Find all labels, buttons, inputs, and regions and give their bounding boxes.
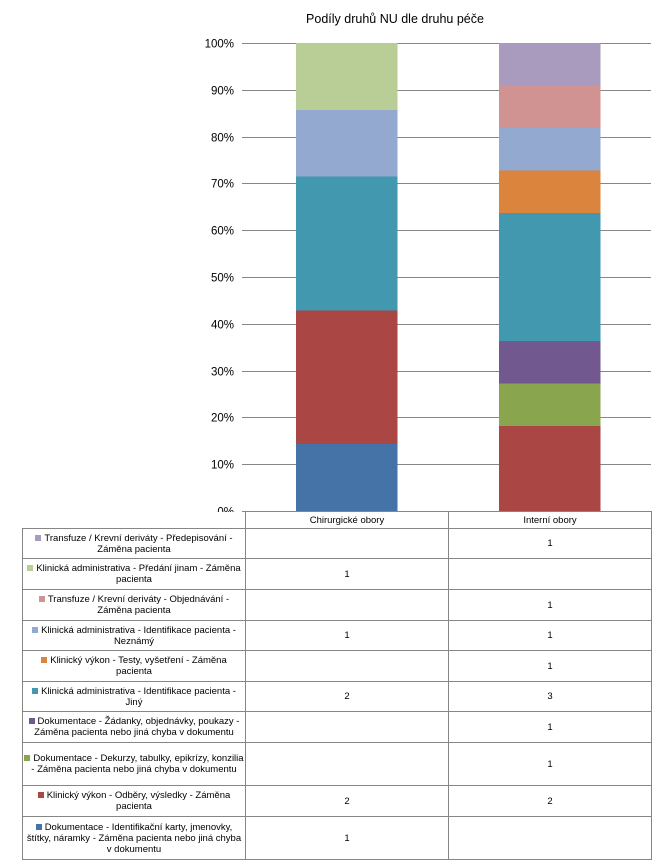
value-cell-chirurgicke-obory bbox=[245, 589, 449, 621]
legend-marker bbox=[32, 626, 39, 633]
data-table-row: Klinická administrativa - Identifikace p… bbox=[22, 681, 652, 712]
bar-segment-interni-obory-series-2 bbox=[498, 425, 601, 511]
legend-cell: Klinický výkon - Odběry, výsledky - Zámě… bbox=[22, 785, 246, 817]
data-table-row: Dokumentace - Dekurzy, tabulky, epikrízy… bbox=[22, 742, 652, 786]
value-cell-interni-obory: 1 bbox=[448, 589, 652, 621]
legend-cell: Klinická administrativa - Identifikace p… bbox=[22, 681, 246, 712]
y-tick-label: 70% bbox=[211, 179, 234, 191]
legend-marker bbox=[28, 718, 35, 725]
bar-segment-chirurgicke-obory-series-5 bbox=[295, 176, 398, 311]
value-cell-chirurgicke-obory: 1 bbox=[245, 816, 449, 860]
value-cell-interni-obory: 3 bbox=[448, 681, 652, 712]
y-tick-label: 100% bbox=[205, 39, 234, 51]
legend-marker bbox=[32, 687, 39, 694]
data-table: Chirurgické obory Interní obory Transfuz… bbox=[22, 511, 652, 860]
series-name: Klinická administrativa - Předání jinam … bbox=[36, 563, 241, 585]
y-axis: 0% 10% 20% 30% 40% 50% 60% 70% 80% 90% 100% bbox=[205, 39, 234, 513]
series-name: Klinická administrativa - Identifikace p… bbox=[41, 624, 236, 647]
value-cell-interni-obory bbox=[448, 558, 652, 590]
y-tick-label: 90% bbox=[211, 86, 234, 98]
legend-cell: Klinická administrativa - Identifikace p… bbox=[22, 620, 246, 651]
category-header-row: Chirurgické obory Interní obory bbox=[22, 511, 652, 529]
bar-segment-interni-obory-series-10 bbox=[498, 43, 601, 86]
data-table-row: Transfuze / Krevní deriváty - Objednáván… bbox=[22, 589, 652, 621]
data-table-row: Dokumentace - Žádanky, objednávky, pouka… bbox=[22, 711, 652, 743]
value-cell-chirurgicke-obory bbox=[245, 742, 449, 786]
series-name: Transfuze / Krevní deriváty - Objednáván… bbox=[47, 594, 230, 616]
bar-segment-chirurgicke-obory-series-1 bbox=[295, 444, 398, 511]
y-tick-label: 60% bbox=[211, 226, 234, 238]
chart-title: Podíly druhů NU dle druhu péče bbox=[306, 12, 484, 26]
bar-segment-chirurgicke-obory-series-7 bbox=[295, 109, 398, 177]
value-cell-interni-obory bbox=[448, 816, 652, 860]
legend-cell: Klinický výkon - Testy, vyšetření - Zámě… bbox=[22, 650, 246, 682]
data-table-row: Klinický výkon - Testy, vyšetření - Zámě… bbox=[22, 650, 652, 682]
legend-cell: Transfuze / Krevní deriváty - Předepisov… bbox=[22, 528, 246, 559]
series-name: Dokumentace - Identifikační karty, jmeno… bbox=[26, 821, 242, 855]
legend-cell: Dokumentace - Dekurzy, tabulky, epikrízy… bbox=[22, 742, 246, 786]
y-tick-label: 0% bbox=[217, 507, 234, 513]
legend-cell: Dokumentace - Identifikační karty, jmeno… bbox=[22, 816, 246, 860]
legend-marker bbox=[24, 755, 31, 762]
series-name: Dokumentace - Dekurzy, tabulky, epikrízy… bbox=[31, 753, 244, 775]
chart: Podíly druhů NU dle druhu péče 0% 10% 20% 3… bbox=[205, 12, 651, 513]
table-corner bbox=[22, 511, 246, 529]
value-cell-interni-obory: 1 bbox=[448, 650, 652, 682]
y-tick-label: 80% bbox=[211, 133, 234, 145]
value-cell-chirurgicke-obory bbox=[245, 528, 449, 559]
y-tick-label: 50% bbox=[211, 273, 234, 285]
value-cell-chirurgicke-obory: 2 bbox=[245, 785, 449, 817]
bar-segment-chirurgicke-obory-series-9 bbox=[295, 43, 398, 110]
value-cell-chirurgicke-obory: 1 bbox=[245, 558, 449, 590]
value-cell-interni-obory: 1 bbox=[448, 742, 652, 786]
legend-marker bbox=[38, 596, 45, 603]
value-cell-interni-obory: 1 bbox=[448, 528, 652, 559]
series-name: Klinický výkon - Odběry, výsledky - Zámě… bbox=[46, 790, 231, 812]
series-name: Klinický výkon - Testy, vyšetření - Zámě… bbox=[50, 655, 227, 677]
bar-segment-interni-obory-series-7 bbox=[498, 128, 601, 171]
legend-marker bbox=[41, 657, 48, 664]
value-cell-interni-obory: 1 bbox=[448, 620, 652, 651]
series-name: Dokumentace - Žádanky, objednávky, pouka… bbox=[34, 716, 240, 738]
legend-marker bbox=[35, 823, 42, 830]
data-table-row: Klinická administrativa - Předání jinam … bbox=[22, 558, 652, 590]
plot-area bbox=[295, 43, 601, 511]
value-cell-chirurgicke-obory bbox=[245, 711, 449, 743]
value-cell-interni-obory: 2 bbox=[448, 785, 652, 817]
bar-segment-chirurgicke-obory-series-2 bbox=[295, 310, 398, 445]
data-table-row: Dokumentace - Identifikační karty, jmeno… bbox=[22, 816, 652, 860]
series-name: Klinická administrativa - Identifikace p… bbox=[41, 685, 236, 708]
data-table-row: Klinický výkon - Odběry, výsledky - Zámě… bbox=[22, 785, 652, 817]
y-tick-label: 40% bbox=[211, 320, 234, 332]
category-label-chirurgicke-obory: Chirurgické obory bbox=[245, 511, 449, 529]
bar-segment-interni-obory-series-3 bbox=[498, 383, 601, 426]
bar-segment-interni-obory-series-5 bbox=[498, 213, 601, 341]
legend-cell: Dokumentace - Žádanky, objednávky, pouka… bbox=[22, 711, 246, 743]
legend-marker bbox=[35, 534, 42, 541]
bar-segment-interni-obory-series-6 bbox=[498, 170, 601, 214]
legend-marker bbox=[37, 792, 44, 799]
data-table-row: Klinická administrativa - Identifikace p… bbox=[22, 620, 652, 651]
category-label-interni-obory: Interní obory bbox=[448, 511, 652, 529]
legend-marker bbox=[27, 565, 34, 572]
bar-segment-interni-obory-series-8 bbox=[498, 85, 601, 129]
y-tick-label: 30% bbox=[211, 367, 234, 379]
series-name: Transfuze / Krevní deriváty - Předepisov… bbox=[44, 532, 233, 555]
data-table-row: Transfuze / Krevní deriváty - Předepisov… bbox=[22, 528, 652, 559]
legend-cell: Klinická administrativa - Předání jinam … bbox=[22, 558, 246, 590]
value-cell-chirurgicke-obory: 1 bbox=[245, 620, 449, 651]
bar-segment-interni-obory-series-4 bbox=[498, 340, 601, 384]
value-cell-chirurgicke-obory bbox=[245, 650, 449, 682]
y-tick-label: 20% bbox=[211, 413, 234, 425]
value-cell-chirurgicke-obory: 2 bbox=[245, 681, 449, 712]
value-cell-interni-obory: 1 bbox=[448, 711, 652, 743]
y-tick-label: 10% bbox=[211, 460, 234, 472]
legend-cell: Transfuze / Krevní deriváty - Objednáván… bbox=[22, 589, 246, 621]
